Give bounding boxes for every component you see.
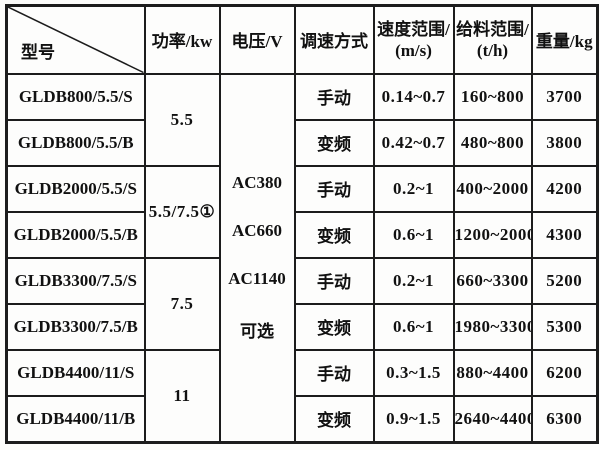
weight-cell: 3700 (530, 72, 599, 121)
feed-cell: 1980~3300 (452, 302, 533, 351)
weight-cell: 4200 (530, 164, 599, 213)
header-weight: 重量/kg (530, 4, 599, 75)
voltage-line: AC380 (231, 173, 283, 193)
model-cell: GLDB4400/11/B (5, 394, 146, 444)
mode-cell: 变频 (293, 118, 375, 167)
model-cell: GLDB4400/11/S (5, 348, 146, 397)
speed-cell: 0.14~0.7 (372, 72, 455, 121)
feed-cell: 160~800 (452, 72, 533, 121)
speed-cell: 0.6~1 (372, 302, 455, 351)
mode-cell: 变频 (293, 210, 375, 259)
model-cell: GLDB2000/5.5/B (5, 210, 146, 259)
feed-cell: 480~800 (452, 118, 533, 167)
table-row: GLDB3300/7.5/S 7.5 手动 0.2~1 660~3300 520… (5, 256, 599, 351)
weight-cell: 6200 (530, 348, 599, 397)
feed-cell: 1200~2000 (452, 210, 533, 259)
header-feed-range-line1: 给料范围/ (456, 19, 529, 39)
header-speed-range-line1: 速度范围/ (377, 19, 450, 39)
header-power: 功率/kw (143, 4, 221, 75)
feed-cell: 2640~4400 (452, 394, 533, 444)
diagonal-line (8, 7, 144, 73)
mode-cell: 手动 (293, 164, 375, 213)
voltage-line: 可选 (240, 322, 274, 342)
feed-cell: 880~4400 (452, 348, 533, 397)
mode-cell: 手动 (293, 72, 375, 121)
header-speed-mode: 调速方式 (293, 4, 375, 75)
model-cell: GLDB800/5.5/S (5, 72, 146, 121)
model-cell: GLDB2000/5.5/S (5, 164, 146, 213)
voltage-line: AC660 (231, 221, 283, 241)
weight-cell: 3800 (530, 118, 599, 167)
power-cell: 11 (143, 348, 221, 444)
header-model-label: 型号 (21, 42, 55, 62)
speed-cell: 0.2~1 (372, 164, 455, 213)
table-row: GLDB800/5.5/S 5.5 AC380 AC660 AC1140 可选 … (5, 72, 599, 444)
header-speed-range-line2: (m/s) (395, 40, 432, 60)
table-row: GLDB3300/7.5/B 变频 0.6~1 1980~3300 5300 (5, 302, 599, 351)
spec-table: 型号 功率/kw 电压/V 调速方式 速度范围/ (m/s) 给料范围/ (t/… (5, 4, 599, 444)
header-row: 型号 功率/kw 电压/V 调速方式 速度范围/ (m/s) 给料范围/ (t/… (5, 4, 599, 75)
table-row: GLDB4400/11/B 变频 0.9~1.5 2640~4400 6300 (5, 394, 599, 444)
model-cell: GLDB800/5.5/B (5, 118, 146, 167)
speed-cell: 0.6~1 (372, 210, 455, 259)
table-row: GLDB800/5.5/B 变频 0.42~0.7 480~800 3800 (5, 118, 599, 167)
weight-cell: 5200 (530, 256, 599, 305)
voltage-line: AC1140 (228, 269, 286, 289)
speed-cell: 0.9~1.5 (372, 394, 455, 444)
table-row: GLDB2000/5.5/B 变频 0.6~1 1200~2000 4300 (5, 210, 599, 259)
table-row: GLDB4400/11/S 11 手动 0.3~1.5 880~4400 620… (5, 348, 599, 444)
power-cell: 5.5 (143, 72, 221, 167)
table-row: GLDB2000/5.5/S 5.5/7.5① 手动 0.2~1 400~200… (5, 164, 599, 259)
header-feed-range-line2: (t/h) (476, 40, 509, 60)
model-cell: GLDB3300/7.5/S (5, 256, 146, 305)
header-model-cell: 型号 (5, 4, 146, 75)
speed-cell: 0.42~0.7 (372, 118, 455, 167)
weight-cell: 6300 (530, 394, 599, 444)
power-cell: 5.5/7.5① (143, 164, 221, 259)
mode-cell: 手动 (293, 256, 375, 305)
speed-cell: 0.3~1.5 (372, 348, 455, 397)
header-speed-range: 速度范围/ (m/s) (372, 4, 455, 75)
weight-cell: 5300 (530, 302, 599, 351)
mode-cell: 变频 (293, 394, 375, 444)
header-voltage: 电压/V (218, 4, 296, 75)
mode-cell: 变频 (293, 302, 375, 351)
weight-cell: 4300 (530, 210, 599, 259)
feed-cell: 400~2000 (452, 164, 533, 213)
header-feed-range: 给料范围/ (t/h) (452, 4, 533, 75)
speed-cell: 0.2~1 (372, 256, 455, 305)
power-cell: 7.5 (143, 256, 221, 351)
voltage-cell: AC380 AC660 AC1140 可选 (218, 72, 296, 444)
mode-cell: 手动 (293, 348, 375, 397)
model-cell: GLDB3300/7.5/B (5, 302, 146, 351)
feed-cell: 660~3300 (452, 256, 533, 305)
